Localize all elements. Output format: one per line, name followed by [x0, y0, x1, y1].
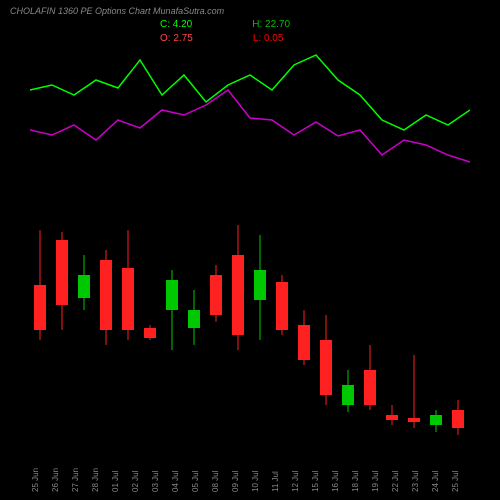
candle [166, 210, 178, 460]
candle [254, 210, 266, 460]
x-axis: 25 Jun 26 Jun 27 Jun 28 Jun 01 Jul 02 Jul 03 J… [30, 442, 470, 492]
candle [188, 210, 200, 460]
candlestick-area [30, 210, 470, 460]
x-axis-label: 25 Jun [31, 468, 40, 492]
chart-title: CHOLAFIN 1360 PE Options Chart MunafaSut… [10, 6, 224, 16]
candle [276, 210, 288, 460]
x-axis-label: 28 Jun [91, 468, 100, 492]
high-value: H: 22.70 [252, 18, 290, 32]
x-axis-label: 26 Jun [51, 468, 60, 492]
indicator-lines [30, 40, 470, 210]
x-axis-label: 24 Jul [431, 471, 440, 492]
candle [364, 210, 376, 460]
candle [408, 210, 420, 460]
x-axis-label: 02 Jul [131, 471, 140, 492]
x-axis-label: 23 Jul [411, 471, 420, 492]
x-axis-label: 08 Jul [211, 471, 220, 492]
candle [122, 210, 134, 460]
x-axis-label: 05 Jul [191, 471, 200, 492]
x-axis-label: 10 Jul [251, 471, 260, 492]
close-value: C: 4.20 [160, 18, 192, 32]
x-axis-label: 19 Jul [371, 471, 380, 492]
x-axis-label: 16 Jul [331, 471, 340, 492]
candle [452, 210, 464, 460]
x-axis-label: 04 Jul [171, 471, 180, 492]
candle [100, 210, 112, 460]
candle [320, 210, 332, 460]
candle [210, 210, 222, 460]
x-axis-label: 18 Jul [351, 471, 360, 492]
x-axis-label: 09 Jul [231, 471, 240, 492]
chart-container: CHOLAFIN 1360 PE Options Chart MunafaSut… [0, 0, 500, 500]
x-axis-label: 11 Jul [271, 471, 280, 492]
x-axis-label: 25 Jul [451, 471, 460, 492]
x-axis-label: 22 Jul [391, 471, 400, 492]
x-axis-label: 12 Jul [291, 471, 300, 492]
x-axis-label: 01 Jul [111, 471, 120, 492]
candle [298, 210, 310, 460]
candle [430, 210, 442, 460]
candle [342, 210, 354, 460]
candle [56, 210, 68, 460]
x-axis-label: 03 Jul [151, 471, 160, 492]
candle [386, 210, 398, 460]
chart-area [30, 40, 470, 440]
candle [78, 210, 90, 460]
x-axis-label: 27 Jun [71, 468, 80, 492]
candle [144, 210, 156, 460]
x-axis-label: 15 Jul [311, 471, 320, 492]
candle [232, 210, 244, 460]
candle [34, 210, 46, 460]
